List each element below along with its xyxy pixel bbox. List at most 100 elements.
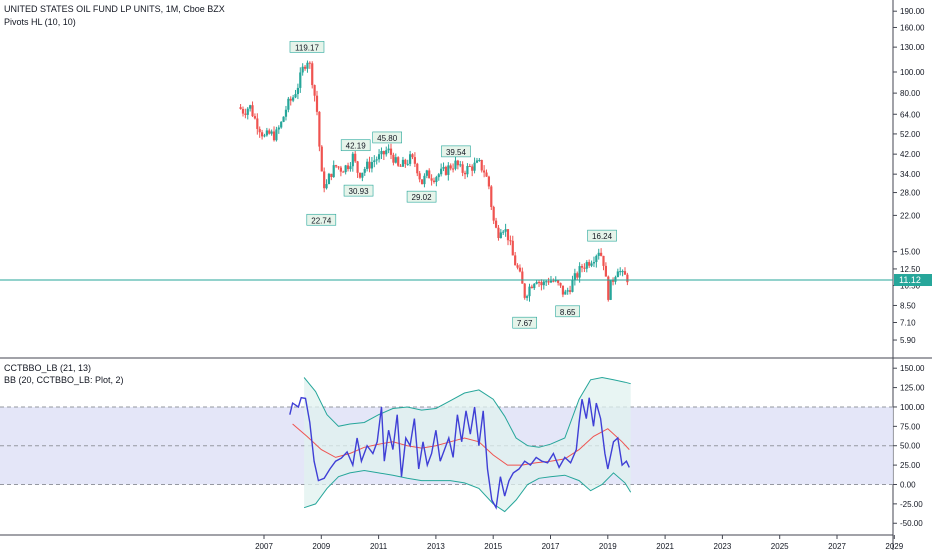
candle-body-48	[354, 153, 357, 162]
candle-body-114	[511, 240, 514, 256]
candle-body-86	[444, 166, 448, 175]
candle-body-149	[595, 255, 598, 263]
candle-body-7	[256, 118, 259, 129]
pivot-label-box-2	[340, 139, 371, 152]
pivot-label-box-6	[441, 145, 471, 158]
candle-body-111	[504, 229, 507, 232]
time-tick-label-7: 2021	[656, 542, 674, 550]
candle-body-21	[289, 98, 292, 101]
pivot-label-8: 8.65	[560, 308, 576, 317]
candle-body-33	[318, 111, 321, 147]
candle-body-66	[397, 157, 400, 166]
candle-body-142	[578, 266, 581, 278]
candle-body-74	[416, 163, 419, 174]
candle-body-161	[623, 271, 627, 275]
candle-body-42	[339, 167, 342, 172]
candle-body-129	[547, 281, 550, 283]
candle-body-126	[540, 282, 543, 286]
candle-body-127	[542, 281, 545, 286]
pivots-indicator-title[interactable]: Pivots HL (10, 10)	[4, 17, 76, 27]
candle-body-71	[409, 154, 412, 164]
candle-body-29	[308, 62, 311, 64]
osc-tick-label-5: 25.00	[900, 461, 921, 470]
candle-body-38	[330, 173, 333, 178]
candle-body-103	[485, 172, 488, 177]
candle-body-141	[576, 273, 579, 278]
oscillator-indicator-title[interactable]: CCTBBO_LB (21, 13)	[4, 363, 92, 373]
price-tick-label-16: 5.90	[900, 336, 916, 345]
candle-body-75	[418, 173, 421, 180]
candle-body-85	[442, 166, 445, 169]
candle-body-30	[311, 63, 314, 86]
candle-body-76	[420, 179, 424, 185]
candle-body-24	[296, 87, 300, 95]
symbol-title[interactable]: UNITED STATES OIL FUND LP UNITS, 1M, Cbo…	[4, 4, 225, 14]
candle-body-110	[502, 231, 505, 233]
candle-body-15	[275, 129, 278, 141]
osc-tick-label-6: 0.00	[900, 480, 916, 489]
candle-body-91	[456, 160, 459, 166]
candle-body-148	[592, 262, 596, 264]
candle-body-93	[461, 164, 464, 173]
candle-body-5	[251, 105, 254, 117]
candle-body-59	[380, 151, 383, 155]
candle-body-53	[366, 161, 369, 170]
candle-body-51	[361, 172, 364, 178]
price-tick-label-7: 42.00	[900, 150, 921, 159]
pivot-label-5: 29.02	[412, 193, 433, 202]
candle-body-138	[568, 290, 572, 292]
price-tick-label-10: 22.00	[900, 211, 921, 220]
price-tick-label-3: 100.00	[900, 68, 925, 77]
candle-body-155	[609, 280, 612, 300]
price-tick-label-11: 15.00	[900, 248, 921, 257]
candle-body-60	[382, 151, 385, 155]
osc-tick-label-4: 50.00	[900, 442, 921, 451]
pivot-label-1: 22.74	[311, 216, 332, 225]
pivot-label-box-4	[372, 131, 402, 144]
candle-body-89	[451, 168, 455, 170]
candle-body-109	[499, 232, 502, 239]
candle-body-8	[258, 128, 261, 133]
candle-body-32	[315, 95, 319, 112]
candle-body-68	[401, 159, 405, 167]
candle-body-133	[557, 280, 560, 283]
price-tick-label-15: 7.10	[900, 319, 916, 328]
bollinger-upper-band	[303, 376, 631, 448]
candle-body-9	[260, 132, 264, 137]
pivot-label-6: 39.54	[446, 148, 467, 157]
candle-body-157	[614, 277, 617, 282]
time-tick-label-10: 2027	[828, 542, 846, 550]
candle-body-0	[239, 107, 242, 109]
time-tick-label-1: 2009	[312, 542, 330, 550]
candle-body-44	[344, 165, 347, 173]
candle-body-57	[375, 159, 378, 161]
candle-body-144	[583, 267, 586, 269]
price-tick-label-1: 160.00	[900, 23, 925, 32]
candle-body-1	[241, 108, 245, 114]
pivot-label-box-9	[587, 229, 617, 242]
candle-body-135	[561, 285, 565, 295]
last-price-tag-bg	[894, 274, 932, 287]
candle-body-45	[346, 165, 350, 170]
price-tick-label-4: 80.00	[900, 89, 921, 98]
candle-body-131	[552, 280, 555, 282]
price-tick-label-9: 28.00	[900, 189, 921, 198]
pivot-label-3: 30.93	[349, 187, 370, 196]
pivot-label-2: 42.19	[346, 142, 367, 151]
candle-body-104	[487, 176, 491, 187]
candle-body-31	[313, 85, 316, 96]
bollinger-indicator-title[interactable]: BB (20, CCTBBO_LB: Plot, 2)	[4, 375, 124, 385]
candle-body-55	[370, 162, 374, 169]
candle-body-79	[428, 170, 431, 179]
candle-body-41	[337, 166, 340, 168]
osc-tick-label-1: 125.00	[900, 384, 925, 393]
candle-body-125	[537, 282, 541, 284]
osc-tick-label-2: 100.00	[900, 403, 925, 412]
pivot-label-7: 7.67	[517, 319, 533, 328]
pivot-label-4: 45.80	[377, 134, 398, 143]
candle-body-106	[492, 206, 495, 221]
candle-body-6	[253, 116, 257, 119]
candle-body-20	[287, 98, 290, 110]
candle-body-123	[533, 283, 536, 289]
candle-body-40	[335, 165, 338, 167]
